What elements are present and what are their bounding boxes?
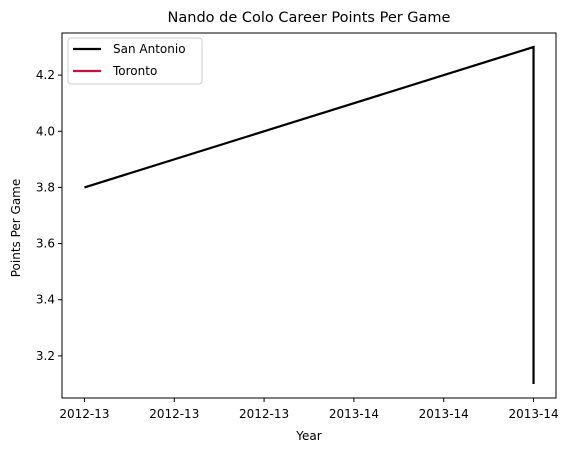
y-tick-label: 3.2	[36, 349, 55, 363]
legend: San Antonio Toronto	[67, 37, 203, 85]
y-axis-label: Points Per Game	[9, 179, 23, 278]
x-tick-label: 2013-14	[508, 407, 558, 421]
y-axis-ticks: 3.2 3.4 3.6 3.8 4.0 4.2	[36, 68, 62, 363]
x-tick-label: 2012-13	[149, 407, 199, 421]
series-line-san-antonio	[84, 45, 535, 384]
plot-content	[84, 45, 535, 384]
x-tick-label: 2013-14	[329, 407, 379, 421]
x-axis-ticks: 2012-13 2012-13 2012-13 2013-14 2013-14 2013-…	[59, 398, 559, 421]
y-tick-label: 4.0	[36, 124, 55, 138]
x-tick-label: 2013-14	[419, 407, 469, 421]
x-tick-label: 2012-13	[59, 407, 109, 421]
legend-label-san-antonio: San Antonio	[113, 42, 186, 56]
x-axis-label: Year	[295, 429, 321, 443]
y-tick-label: 3.6	[36, 237, 55, 251]
y-tick-label: 3.4	[36, 293, 55, 307]
y-tick-label: 3.8	[36, 180, 55, 194]
x-tick-label: 2012-13	[239, 407, 289, 421]
plot-frame	[61, 32, 557, 399]
y-tick-label: 4.2	[36, 68, 55, 82]
legend-label-toronto: Toronto	[112, 64, 157, 78]
chart-title: Nando de Colo Career Points Per Game	[168, 10, 451, 26]
legend-box	[67, 37, 203, 85]
